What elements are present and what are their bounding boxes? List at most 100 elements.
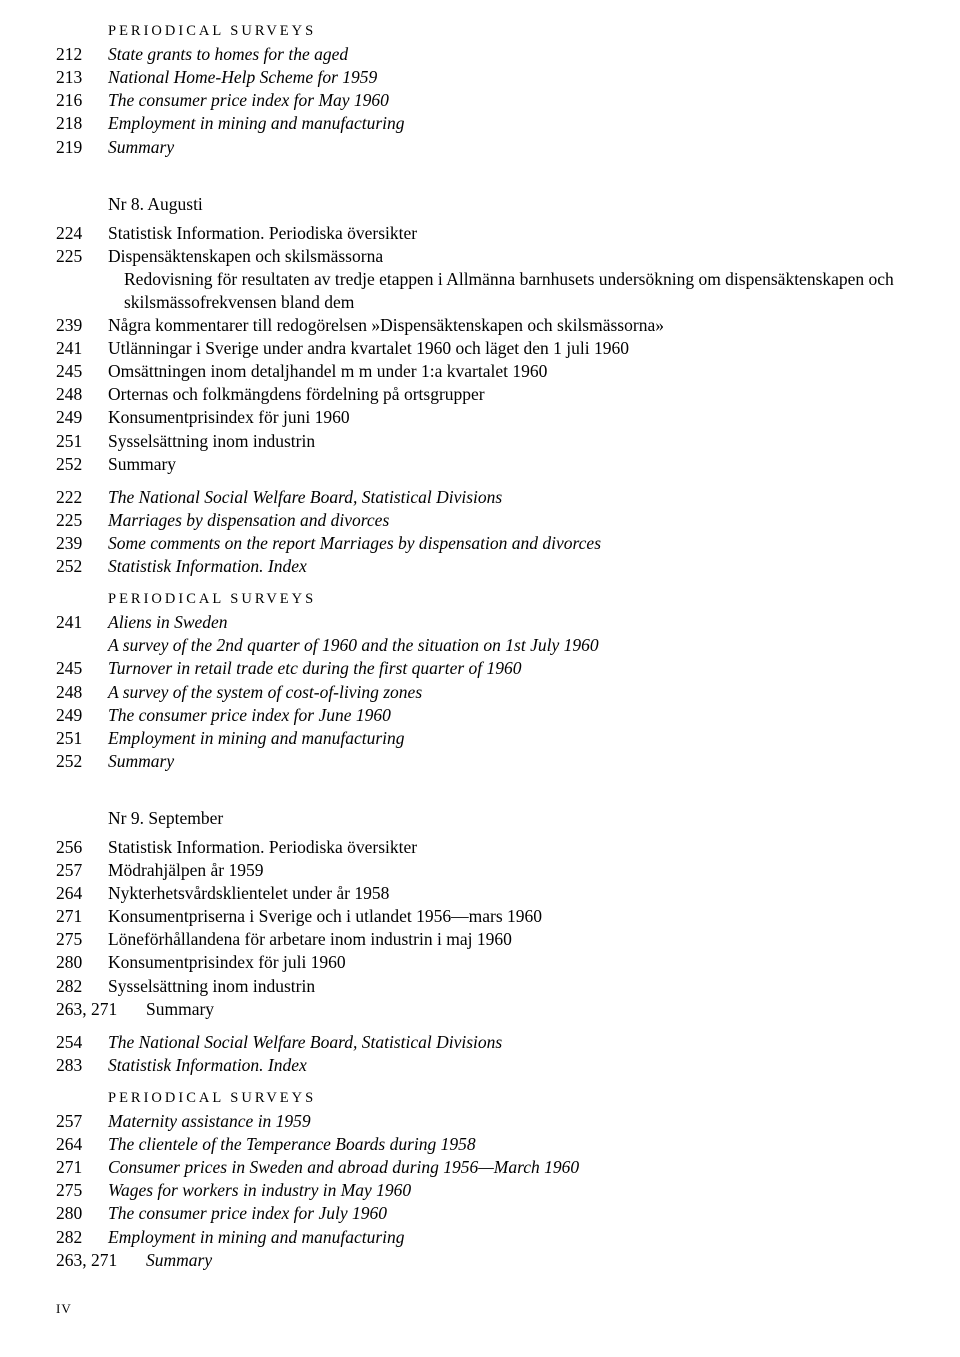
toc-entry: 239Några kommentarer till redogörelsen »… [56, 314, 904, 337]
page-number: 280 [56, 1202, 108, 1225]
entry-text: Dispensäktenskapen och skilsmässorna [108, 245, 904, 268]
entry-text: Statistisk Information. Index [108, 555, 904, 578]
toc-entry: 283Statistisk Information. Index [56, 1054, 904, 1077]
periodical-surveys-heading: PERIODICAL SURVEYS [108, 1089, 904, 1108]
entry-text: Sysselsättning inom industrin [108, 975, 904, 998]
toc-entry: 212State grants to homes for the aged [56, 43, 904, 66]
page-number: 218 [56, 112, 108, 135]
toc-entry: 249The consumer price index for June 196… [56, 704, 904, 727]
toc-entry: 275Löneförhållandena för arbetare inom i… [56, 928, 904, 951]
entry-text: Utlänningar i Sverige under andra kvarta… [108, 337, 904, 360]
page-number-blank [56, 193, 108, 216]
toc-entry: 245Turnover in retail trade etc during t… [56, 657, 904, 680]
page-number: 252 [56, 750, 108, 773]
toc-entry: 224Statistisk Information. Periodiska öv… [56, 222, 904, 245]
page-number-blank [56, 807, 108, 830]
entry-text: The clientele of the Temperance Boards d… [108, 1133, 904, 1156]
nr8-swedish-list: 224Statistisk Information. Periodiska öv… [56, 222, 904, 476]
page-number-blank [56, 1077, 108, 1110]
page-number: 263, 271 [56, 998, 146, 1021]
page-number: 249 [56, 406, 108, 429]
page-number: 216 [56, 89, 108, 112]
entry-text: Orternas och folkmängdens fördelning på … [108, 383, 904, 406]
page-number: 275 [56, 928, 108, 951]
page-number: 271 [56, 905, 108, 928]
entry-text: The consumer price index for May 1960 [108, 89, 904, 112]
entry-text: The consumer price index for July 1960 [108, 1202, 904, 1225]
entry-text: Summary [108, 453, 904, 476]
toc-entry: 254The National Social Welfare Board, St… [56, 1031, 904, 1054]
toc-entry: 222The National Social Welfare Board, St… [56, 486, 904, 509]
page-number: 257 [56, 859, 108, 882]
nr8-english-list: 222The National Social Welfare Board, St… [56, 486, 904, 578]
entry-text: Marriages by dispensation and divorces [108, 509, 904, 532]
entry-text: The National Social Welfare Board, Stati… [108, 486, 904, 509]
page-number: 282 [56, 975, 108, 998]
page-number [56, 268, 108, 314]
page-number: 264 [56, 882, 108, 905]
page-number: 249 [56, 704, 108, 727]
entry-text: Statistisk Information. Index [108, 1054, 904, 1077]
entry-text: Summary [108, 136, 904, 159]
page-number: 251 [56, 430, 108, 453]
toc-entry: 252Summary [56, 453, 904, 476]
toc-entry: 218Employment in mining and manufacturin… [56, 112, 904, 135]
page-number: 256 [56, 836, 108, 859]
section-heading-row: PERIODICAL SURVEYS [56, 1077, 904, 1110]
entry-text: Sysselsättning inom industrin [108, 430, 904, 453]
nr8-surveys-list: 241Aliens in SwedenA survey of the 2nd q… [56, 611, 904, 773]
entry-text: Maternity assistance in 1959 [108, 1110, 904, 1133]
toc-entry: 280The consumer price index for July 196… [56, 1202, 904, 1225]
periodical-surveys-heading: PERIODICAL SURVEYS [108, 22, 904, 41]
page-number: 271 [56, 1156, 108, 1179]
toc-entry: 248A survey of the system of cost-of-liv… [56, 681, 904, 704]
page-number: 283 [56, 1054, 108, 1077]
toc-entry: 282Employment in mining and manufacturin… [56, 1226, 904, 1249]
page-number-blank [56, 22, 108, 43]
page-number [56, 634, 108, 657]
entry-text: Aliens in Sweden [108, 611, 904, 634]
entry-text: State grants to homes for the aged [108, 43, 904, 66]
entry-text: The National Social Welfare Board, Stati… [108, 1031, 904, 1054]
toc-entry: 271Consumer prices in Sweden and abroad … [56, 1156, 904, 1179]
page-number: 248 [56, 681, 108, 704]
entry-text: Mödrahjälpen år 1959 [108, 859, 904, 882]
periodical-surveys-heading: PERIODICAL SURVEYS [108, 590, 904, 609]
entry-text: Löneförhållandena för arbetare inom indu… [108, 928, 904, 951]
page-number: 225 [56, 245, 108, 268]
toc-entry: 219Summary [56, 136, 904, 159]
toc-entry: 213National Home-Help Scheme for 1959 [56, 66, 904, 89]
entry-text: Summary [108, 750, 904, 773]
toc-entry: 251Employment in mining and manufacturin… [56, 727, 904, 750]
toc-entry: 264The clientele of the Temperance Board… [56, 1133, 904, 1156]
page-number: 213 [56, 66, 108, 89]
toc-entry: 271Konsumentpriserna i Sverige och i utl… [56, 905, 904, 928]
entry-text: Konsumentpriserna i Sverige och i utland… [108, 905, 904, 928]
page-number-blank [56, 578, 108, 611]
page-number: 264 [56, 1133, 108, 1156]
nr9-english-list: 254The National Social Welfare Board, St… [56, 1031, 904, 1077]
page-number: 248 [56, 383, 108, 406]
page-number: 282 [56, 1226, 108, 1249]
entry-text: Employment in mining and manufacturing [108, 1226, 904, 1249]
page: PERIODICAL SURVEYS 212State grants to ho… [0, 0, 960, 1357]
entry-text: Konsumentprisindex för juli 1960 [108, 951, 904, 974]
entry-text: Nykterhetsvårdsklientelet under år 1958 [108, 882, 904, 905]
entry-text: Employment in mining and manufacturing [108, 112, 904, 135]
toc-entry: 264Nykterhetsvårdsklientelet under år 19… [56, 882, 904, 905]
entry-text: A survey of the system of cost-of-living… [108, 681, 904, 704]
toc-entry: Redovisning för resultaten av tredje eta… [56, 268, 904, 314]
page-number: 219 [56, 136, 108, 159]
toc-entry: 245Omsättningen inom detaljhandel m m un… [56, 360, 904, 383]
toc-entry: 257Maternity assistance in 1959 [56, 1110, 904, 1133]
page-number: 239 [56, 314, 108, 337]
nr9-surveys-list: 257Maternity assistance in 1959264The cl… [56, 1110, 904, 1272]
entry-text: Consumer prices in Sweden and abroad dur… [108, 1156, 904, 1179]
entry-text: Summary [146, 1249, 904, 1272]
entry-text: Konsumentprisindex för juni 1960 [108, 406, 904, 429]
page-number: 252 [56, 555, 108, 578]
toc-entry: 241Utlänningar i Sverige under andra kva… [56, 337, 904, 360]
entry-text: National Home-Help Scheme for 1959 [108, 66, 904, 89]
toc-entry: 263, 271Summary [56, 1249, 904, 1272]
toc-entry: 257Mödrahjälpen år 1959 [56, 859, 904, 882]
